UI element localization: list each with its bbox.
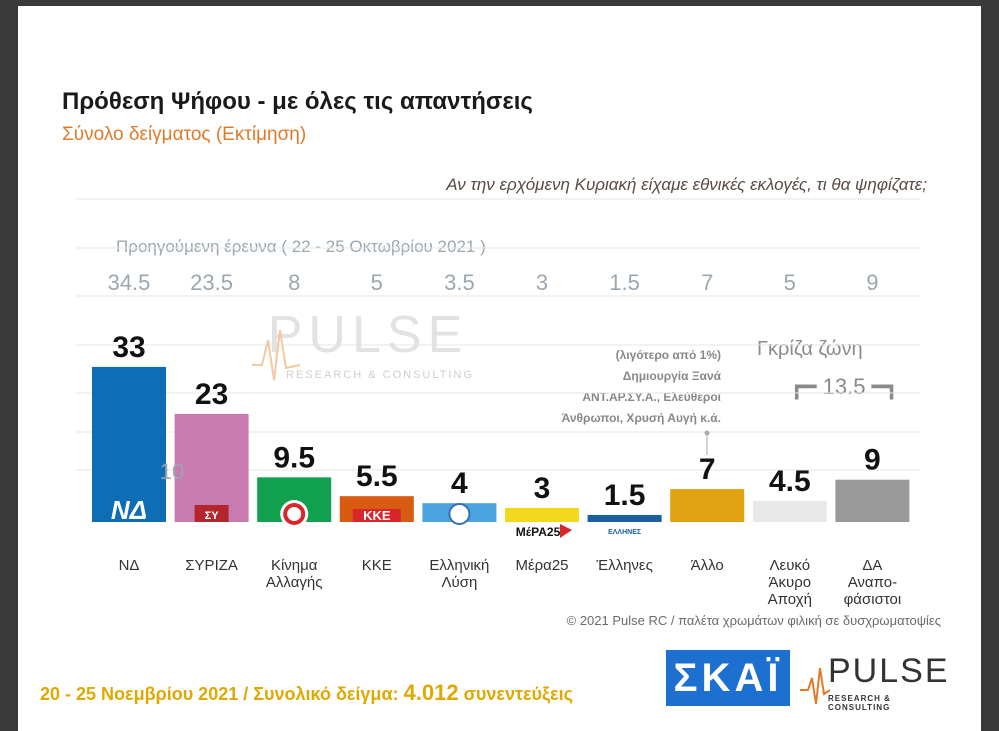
copyright-text: © 2021 Pulse RC / παλέτα χρωμάτων φιλική…	[566, 613, 941, 628]
previous-survey-label: Προηγούμενη έρευνα ( 22 - 25 Οκτωβρίου 2…	[116, 237, 486, 256]
ellisi-logo-icon	[448, 503, 471, 525]
grey-zone-value: ┏━ 13.5 ━┓	[790, 374, 898, 400]
value-label: 7	[699, 453, 716, 486]
watermark-text: PULSE	[268, 306, 469, 364]
pulse-logo-text: PULSE	[828, 652, 950, 690]
mera25-logo-text: ΜέΡΑ25	[516, 525, 561, 539]
previous-value: 34.5	[108, 270, 151, 295]
previous-value: 3.5	[444, 270, 475, 295]
bar-9	[752, 500, 827, 522]
kke-logo-text: ΚΚΕ	[363, 508, 391, 523]
value-label: 4.5	[769, 465, 811, 498]
grey-zone-number: 13.5	[822, 374, 866, 399]
skai-logo: ΣΚΑΪ	[666, 650, 790, 706]
bar-10	[835, 479, 910, 522]
slide	[18, 6, 981, 731]
category-label: Λευκό	[770, 557, 811, 574]
category-label: Μέρα25	[515, 557, 568, 574]
bar-1	[92, 366, 166, 522]
grey-zone-label: Γκρίζα ζώνη	[757, 338, 863, 360]
previous-value: 7	[701, 270, 713, 295]
page-title: Πρόθεση Ψήφου - με όλες τις απαντήσεις	[62, 88, 533, 115]
category-label: Έλληνες	[595, 557, 653, 574]
sample-unit: συνεντεύξεις	[463, 684, 573, 704]
category-label: ΝΔ	[119, 557, 140, 574]
footer-survey-info: 20 - 25 Νοεμβρίου 2021 / Συνολικό δείγμα…	[40, 680, 573, 706]
ellines-logo-text: ΕΛΛΗΝΕΣ	[608, 529, 641, 536]
survey-dates: 20 - 25 Νοεμβρίου 2021 / Συνολικό δείγμα…	[40, 684, 399, 704]
watermark-wave-icon	[252, 329, 301, 381]
category-label: Αναπο-	[848, 574, 897, 591]
value-label: 3	[534, 472, 551, 505]
bar-7	[587, 514, 662, 522]
bar-8	[670, 489, 745, 522]
category-label: Ελληνική	[429, 557, 489, 574]
previous-value: 5	[371, 270, 383, 295]
value-label: 4	[451, 467, 468, 500]
category-label: Αλλαγής	[266, 574, 323, 591]
note-line: (λιγότερο από 1%)	[615, 348, 721, 362]
previous-value: 1.5	[609, 270, 640, 295]
previous-value: 23.5	[190, 270, 233, 295]
page-subtitle: Σύνολο δείγματος (Εκτίμηση)	[62, 124, 307, 145]
category-label: Άλλο	[691, 557, 724, 574]
syriza-logo-text: ΣΥ	[205, 510, 220, 522]
value-label: 9	[864, 444, 881, 477]
nd-logo: ΝΔ	[111, 495, 147, 525]
pulse-wave-icon	[800, 667, 830, 705]
category-label: ΣΥΡΙΖΑ	[185, 557, 238, 574]
value-label: 33	[112, 331, 145, 364]
previous-value: 8	[288, 270, 300, 295]
category-label: φάσιστοι	[844, 591, 902, 608]
category-label: ΔΑ	[862, 557, 882, 574]
value-label: 5.5	[356, 460, 398, 493]
value-label: 9.5	[273, 441, 315, 474]
kinal-logo-ring	[283, 503, 306, 525]
pulse-logo: PULSE RESEARCH & CONSULTING	[800, 652, 950, 712]
kke-logo-icon	[352, 509, 401, 522]
bar-2	[174, 413, 249, 522]
note-line: Δημιουργία Ξανά	[622, 369, 721, 383]
grey-zone-left-bracket: ┏━	[790, 374, 817, 399]
category-label: Λύση	[441, 574, 477, 591]
sample-size: 4.012	[403, 680, 459, 705]
watermark-subtext: RESEARCH & CONSULTING	[286, 369, 474, 381]
previous-value: 5	[784, 270, 796, 295]
category-label: Άκυρο	[769, 574, 812, 591]
note-line: Άνθρωποι, Χρυσή Αυγή κ.ά.	[561, 411, 721, 425]
note-connector-dot	[704, 430, 710, 436]
bar-6	[505, 507, 579, 522]
previous-value: 9	[866, 270, 878, 295]
category-label: Κίνημα	[271, 557, 318, 574]
category-label: ΚΚΕ	[362, 557, 392, 574]
pulse-logo-subtext: RESEARCH & CONSULTING	[828, 694, 891, 712]
category-label: Αποχή	[768, 591, 812, 608]
value-label: 23	[195, 378, 228, 411]
nd-inner-label: 10	[160, 459, 184, 484]
syriza-logo-icon	[194, 505, 229, 522]
survey-question: Αν την ερχόμενη Κυριακή είχαμε εθνικές ε…	[446, 175, 927, 194]
previous-value: 3	[536, 270, 548, 295]
value-label: 1.5	[604, 479, 646, 512]
grey-zone-right-bracket: ━┓	[871, 374, 899, 399]
mera25-logo-icon	[560, 524, 572, 538]
